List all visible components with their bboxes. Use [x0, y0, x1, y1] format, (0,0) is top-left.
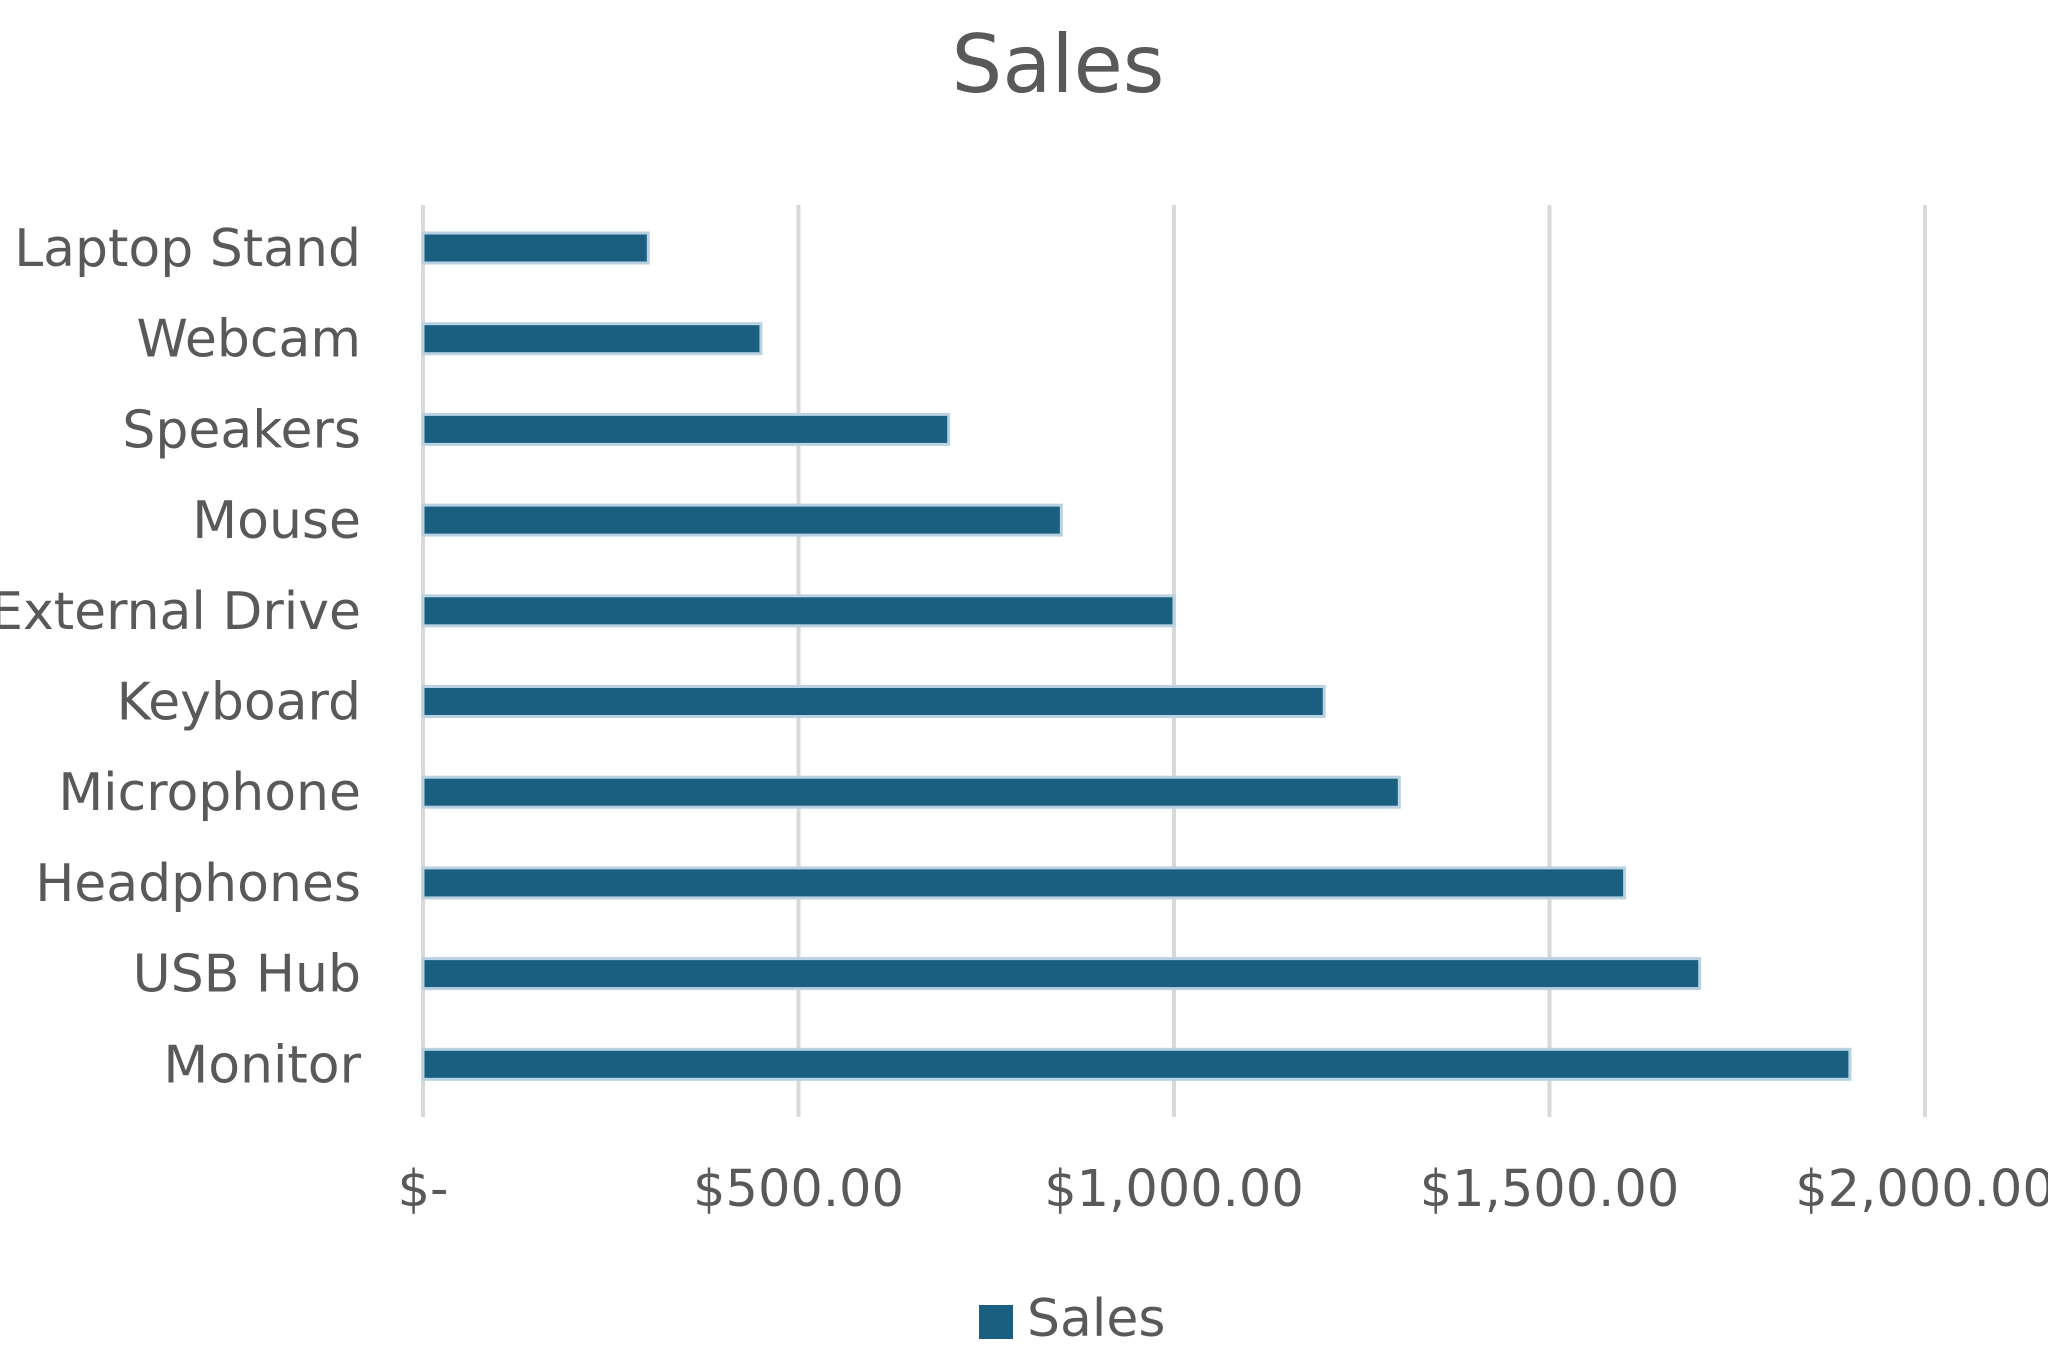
- category-label-usb-hub: USB Hub: [133, 945, 361, 1005]
- bar-mouse: [421, 503, 1063, 537]
- category-label-laptop-stand: Laptop Stand: [14, 219, 361, 279]
- x-tick-label-2: $1,000.00: [1044, 1160, 1304, 1219]
- bar-speakers: [421, 412, 951, 446]
- category-label-webcam: Webcam: [137, 310, 361, 370]
- category-label-speakers: Speakers: [122, 400, 361, 460]
- bar-external-drive: [421, 594, 1176, 628]
- legend-label: Sales: [1027, 1289, 1165, 1349]
- category-label-external-drive: External Drive: [0, 582, 361, 642]
- bar-keyboard: [421, 685, 1326, 718]
- bars: [421, 231, 1852, 1081]
- bar-usb-hub: [421, 957, 1702, 991]
- category-label-headphones: Headphones: [35, 854, 361, 914]
- bar-headphones: [421, 866, 1627, 900]
- x-tick-label-3: $1,500.00: [1420, 1160, 1680, 1219]
- x-tick-label-0: $-: [398, 1160, 449, 1219]
- bar-laptop-stand: [421, 231, 650, 265]
- bar-microphone: [421, 775, 1401, 809]
- bar-webcam: [421, 322, 763, 356]
- chart-title: Sales: [952, 18, 1165, 111]
- x-axis-tick-labels: $- $500.00 $1,000.00 $1,500.00 $2,000.00: [398, 1160, 2048, 1219]
- x-tick-label-4: $2,000.00: [1795, 1160, 2048, 1219]
- category-label-monitor: Monitor: [163, 1035, 361, 1095]
- category-labels: Laptop Stand Webcam Speakers Mouse External …: [0, 219, 362, 1095]
- category-label-mouse: Mouse: [192, 491, 361, 551]
- category-label-microphone: Microphone: [58, 763, 361, 823]
- bar-monitor: [421, 1047, 1852, 1081]
- legend: Sales: [979, 1289, 1165, 1349]
- x-tick-label-1: $500.00: [693, 1160, 904, 1219]
- legend-swatch: [979, 1305, 1013, 1339]
- category-label-keyboard: Keyboard: [117, 673, 361, 733]
